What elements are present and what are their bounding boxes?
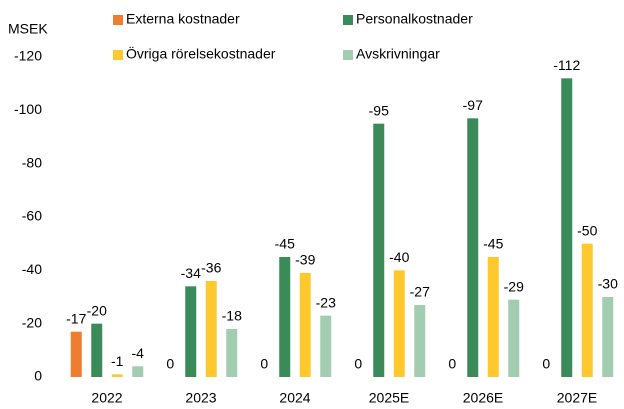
data-label: -97 bbox=[463, 97, 483, 113]
x-tick-label: 2024 bbox=[279, 390, 310, 406]
data-label: -39 bbox=[295, 252, 315, 268]
legend-swatch bbox=[113, 50, 123, 60]
legend-swatch bbox=[113, 15, 123, 25]
bar bbox=[508, 299, 520, 377]
y-tick-label: -100 bbox=[14, 101, 42, 117]
data-label: -45 bbox=[483, 236, 503, 252]
bar bbox=[561, 78, 573, 377]
legend-swatch bbox=[343, 15, 353, 25]
bar bbox=[226, 329, 238, 377]
data-label: -1 bbox=[111, 353, 124, 369]
data-label: -40 bbox=[389, 249, 409, 265]
data-label: 0 bbox=[542, 356, 550, 372]
legend-label: Externa kostnader bbox=[126, 11, 240, 27]
data-label: -95 bbox=[369, 102, 389, 118]
data-label: -34 bbox=[181, 265, 201, 281]
data-label: -29 bbox=[504, 278, 524, 294]
y-tick-label: -20 bbox=[22, 314, 42, 330]
bar bbox=[373, 123, 385, 378]
data-label: -36 bbox=[201, 260, 221, 276]
bar bbox=[279, 257, 291, 377]
y-tick-label: -60 bbox=[22, 208, 42, 224]
bar bbox=[414, 305, 426, 377]
data-label: 0 bbox=[260, 356, 268, 372]
y-tick-label: -80 bbox=[22, 154, 42, 170]
y-tick-label: -120 bbox=[14, 48, 42, 64]
bar bbox=[132, 366, 144, 377]
data-label: 0 bbox=[166, 356, 174, 372]
bar bbox=[91, 323, 103, 377]
data-label: -30 bbox=[598, 276, 618, 292]
data-label: -23 bbox=[316, 294, 336, 310]
bar bbox=[205, 281, 217, 377]
bar bbox=[299, 273, 311, 377]
y-axis-label: MSEK bbox=[8, 21, 48, 37]
bar bbox=[393, 270, 405, 377]
data-label: 0 bbox=[448, 356, 456, 372]
data-label: -20 bbox=[87, 302, 107, 318]
x-tick-label: 2023 bbox=[185, 390, 216, 406]
data-label: -4 bbox=[132, 345, 145, 361]
x-tick-label: 2025E bbox=[369, 390, 409, 406]
data-label: 0 bbox=[354, 356, 362, 372]
data-label: -17 bbox=[66, 310, 86, 326]
bar bbox=[581, 243, 593, 377]
x-tick-label: 2027E bbox=[557, 390, 597, 406]
bar bbox=[320, 315, 332, 377]
bar bbox=[467, 118, 479, 377]
data-label: -112 bbox=[553, 57, 580, 73]
data-label: -18 bbox=[222, 308, 242, 324]
data-label: -45 bbox=[275, 236, 295, 252]
legend-label: Övriga rörelsekostnader bbox=[126, 45, 276, 62]
x-tick-label: 2026E bbox=[463, 390, 503, 406]
legend-label: Avskrivningar bbox=[356, 46, 440, 62]
legend-label: Personalkostnader bbox=[356, 11, 473, 27]
y-tick-label: -40 bbox=[22, 261, 42, 277]
bar bbox=[185, 286, 197, 377]
bar bbox=[602, 297, 614, 377]
data-label: -50 bbox=[577, 222, 597, 238]
x-tick-label: 2022 bbox=[91, 390, 122, 406]
bar bbox=[487, 257, 499, 377]
y-tick-label: 0 bbox=[34, 368, 42, 384]
bar bbox=[111, 374, 123, 377]
bar bbox=[70, 331, 82, 377]
legend-swatch bbox=[343, 50, 353, 60]
data-label: -27 bbox=[410, 284, 430, 300]
